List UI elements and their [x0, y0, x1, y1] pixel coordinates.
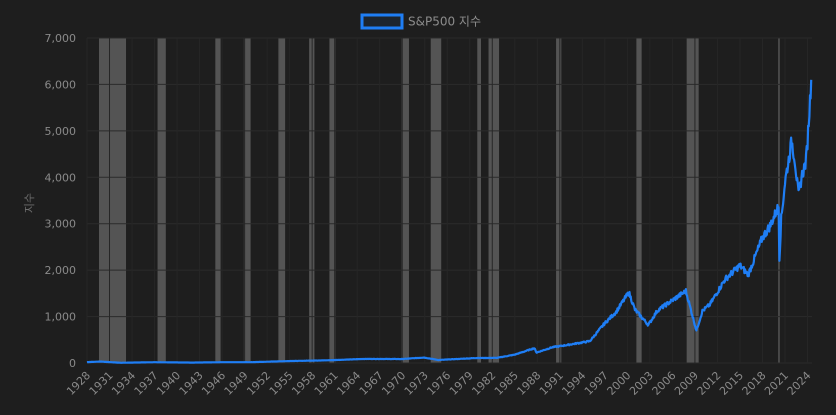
recession-band	[477, 38, 482, 363]
x-tick-label: 1985	[492, 369, 521, 398]
x-tick-label: 1928	[64, 369, 93, 398]
legend-swatch	[360, 13, 404, 30]
x-tick-label: 1937	[132, 369, 161, 398]
legend[interactable]: S&P500 지수	[360, 13, 481, 30]
x-tick-label: 1961	[312, 369, 341, 398]
recession-band	[329, 38, 336, 363]
x-tick-label: 2021	[762, 369, 791, 398]
y-tick-label: 6,000	[45, 78, 77, 91]
x-tick-label: 1940	[154, 369, 183, 398]
recession-band	[636, 38, 642, 363]
x-tick-label: 1943	[177, 369, 206, 398]
x-tick-label: 1988	[514, 369, 543, 398]
x-tick-label: 1991	[537, 369, 566, 398]
recession-band	[99, 38, 127, 363]
x-tick-label: 1973	[402, 369, 431, 398]
x-tick-label: 2012	[695, 369, 724, 398]
x-tick-label: 2003	[627, 369, 656, 398]
recession-band	[686, 38, 699, 363]
x-tick-label: 2018	[740, 369, 769, 398]
recession-band	[401, 38, 409, 363]
x-tick-label: 2024	[785, 369, 814, 398]
x-tick-label: 1979	[447, 369, 476, 398]
x-tick-label: 1934	[109, 369, 138, 398]
recession-band	[556, 38, 562, 363]
x-tick-label: 2000	[605, 369, 634, 398]
recession-bands	[99, 38, 780, 363]
x-tick-label: 1949	[222, 369, 251, 398]
y-tick-label: 2,000	[45, 264, 77, 277]
x-tick-label: 2015	[717, 369, 746, 398]
x-tick-label: 1952	[244, 369, 273, 398]
recession-band	[278, 38, 286, 363]
y-tick-label: 7,000	[45, 32, 77, 45]
recession-band	[778, 38, 780, 363]
x-tick-label: 1958	[289, 369, 318, 398]
series-layer	[86, 79, 813, 364]
x-tick-label: 1970	[379, 369, 408, 398]
recession-band	[430, 38, 442, 363]
grid-lines	[86, 37, 812, 364]
recession-band	[157, 38, 166, 363]
x-tick-label: 1931	[87, 369, 116, 398]
series-line-sp500	[86, 79, 813, 364]
recession-band	[488, 38, 500, 363]
y-axis: 0 1,000 2,000 3,000 4,000 5,000 6,000 7,000	[45, 32, 77, 370]
x-tick-label: 1997	[582, 369, 611, 398]
recession-band	[243, 38, 251, 363]
x-tick-label: 1946	[199, 369, 228, 398]
y-axis-label: 지수	[23, 193, 36, 213]
x-tick-label: 1994	[559, 369, 588, 398]
y-tick-label: 1,000	[45, 311, 77, 324]
x-tick-label: 2006	[650, 369, 679, 398]
legend-label: S&P500 지수	[408, 15, 481, 29]
y-tick-label: 5,000	[45, 125, 77, 138]
x-tick-label: 1982	[469, 369, 498, 398]
x-tick-label: 1976	[424, 369, 453, 398]
x-tick-label: 1955	[267, 369, 296, 398]
x-tick-label: 2009	[672, 369, 701, 398]
y-tick-label: 0	[69, 357, 76, 370]
x-tick-label: 1967	[357, 369, 386, 398]
recession-band	[215, 38, 221, 363]
x-tick-label: 1964	[334, 369, 363, 398]
y-tick-label: 4,000	[45, 171, 77, 184]
y-tick-label: 3,000	[45, 218, 77, 231]
x-axis: 1928193119341937194019431946194919521955…	[64, 369, 813, 398]
